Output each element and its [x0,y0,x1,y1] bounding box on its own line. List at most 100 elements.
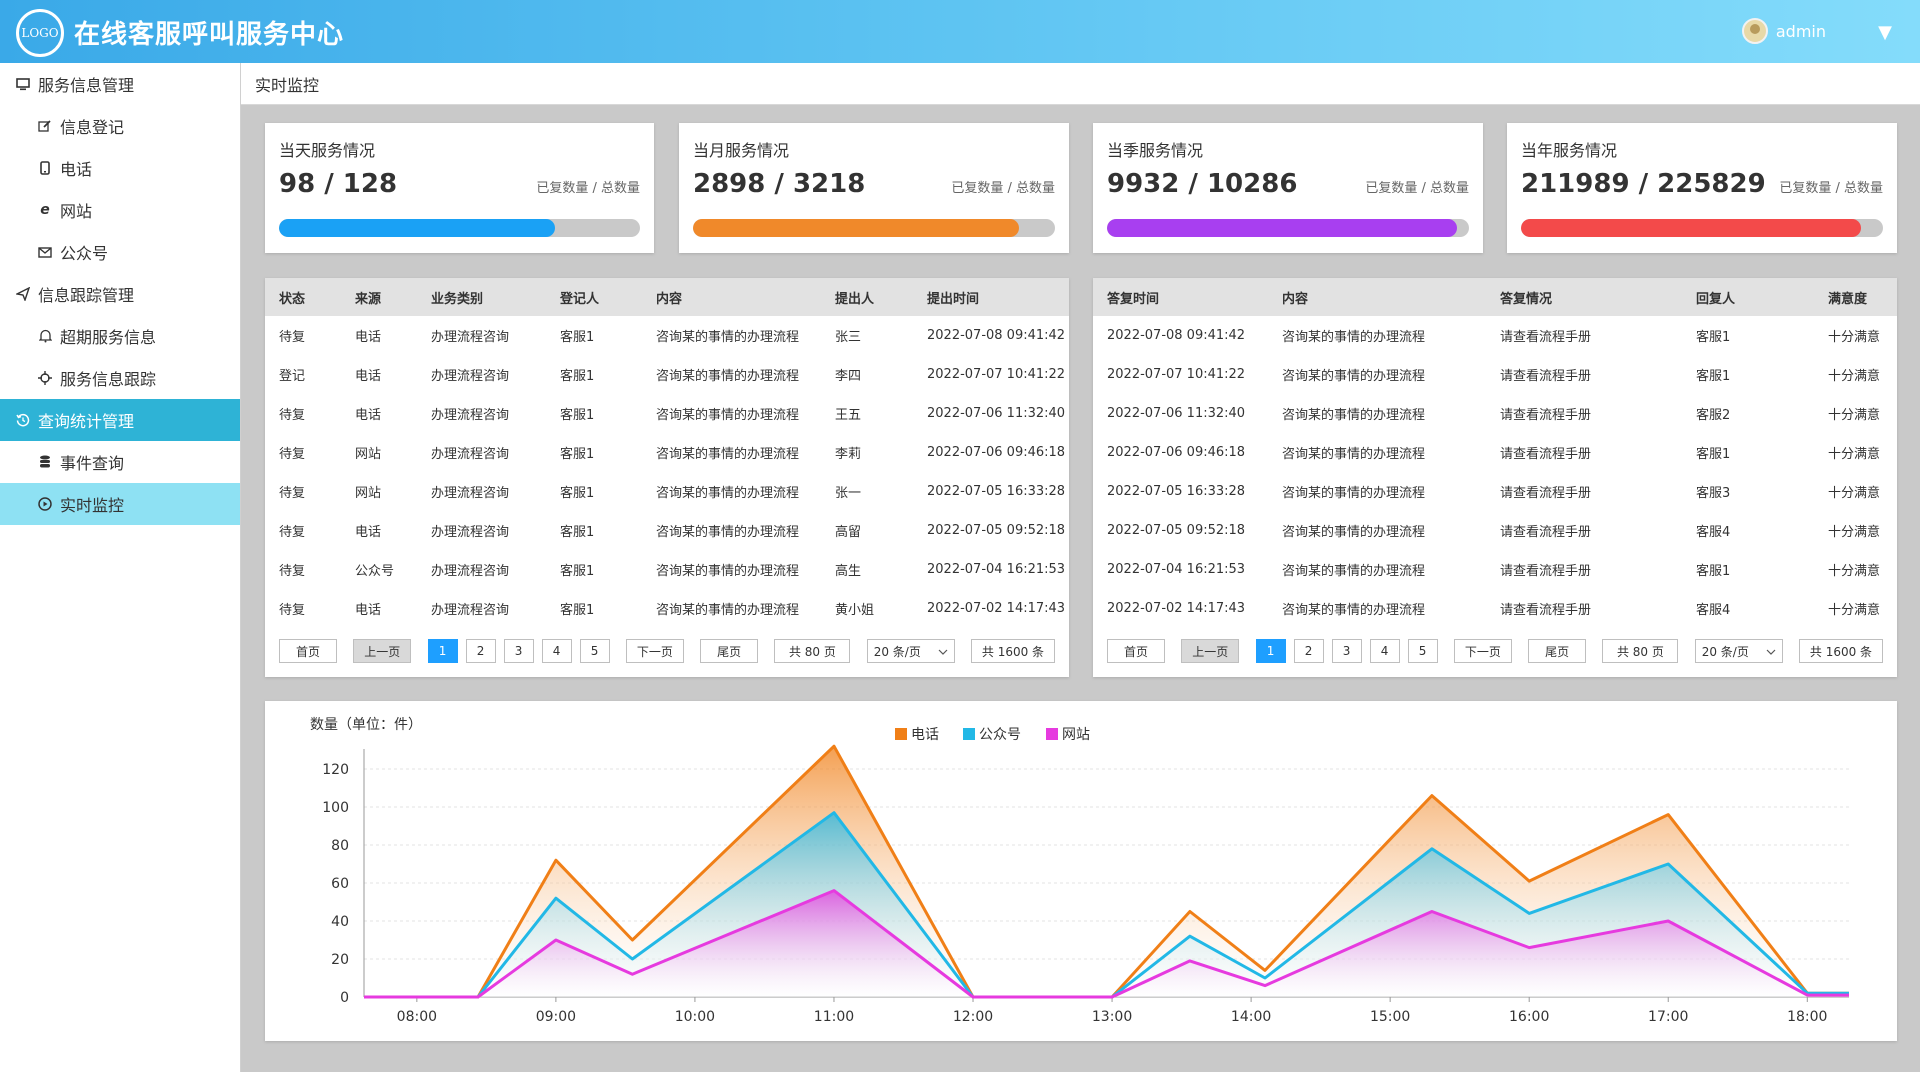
sidebar-group-query-stats[interactable]: 查询统计管理 [0,399,240,441]
table-row[interactable]: 待复 电话 办理流程咨询 客服1 咨询某的事情的办理流程 张三 2022-07-08 09:… [265,316,1069,355]
table-cell: 客服4 [1696,603,1731,618]
sidebar-item-register[interactable]: 信息登记 [0,105,240,147]
legend-label: 电话 [911,727,939,743]
stat-card-month: 当月服务情况 2898 / 3218 已复数量 / 总数量 [679,123,1069,253]
column-header: 状态 [265,278,341,316]
sidebar-item-phone[interactable]: 电话 [0,147,240,189]
series-area-网站 [364,890,1849,997]
table-cell: 办理流程咨询 [431,330,510,345]
table-row[interactable]: 2022-07-08 09:41:42 咨询某的事情的办理流程 请查看流程手册 客服1… [1093,316,1897,355]
sidebar-item-overdue[interactable]: 超期服务信息 [0,315,240,357]
bell-icon [36,329,54,343]
stat-value: 2898 / 3218 [693,169,866,199]
stat-progress-fill [693,219,1019,237]
stat-title: 当天服务情况 [279,141,376,160]
page-number-button[interactable]: 1 [1255,639,1286,663]
total-items-label[interactable]: 共 1600 条 [1798,639,1883,663]
table-cell: 待复 [279,603,306,618]
table-cell: 电话 [355,525,382,540]
page-size-select[interactable]: 20 条/页 [866,639,955,663]
last-page-button[interactable]: 尾页 [700,639,759,663]
prev-page-button[interactable]: 上一页 [1181,639,1240,663]
table-cell: 办理流程咨询 [431,525,510,540]
service-request-table: 状态 来源 业务类别 登记人 内容 提出人 提出时间 待复 电话 办理流程咨询 客服1 咨询某的事情… [265,278,1069,628]
page-size-select[interactable]: 20 条/页 [1694,639,1783,663]
y-tick-label: 100 [322,800,349,816]
table-row[interactable]: 2022-07-06 09:46:18 咨询某的事情的办理流程 请查看流程手册 客服1… [1093,433,1897,472]
table-row[interactable]: 2022-07-02 14:17:43 咨询某的事情的办理流程 请查看流程手册 客服4… [1093,589,1897,628]
chevron-down-icon [938,644,948,658]
table-row[interactable]: 待复 电话 办理流程咨询 客服1 咨询某的事情的办理流程 王五 2022-07-06 11:… [265,394,1069,433]
table-cell: 十分满意 [1828,564,1881,579]
sidebar-item-track[interactable]: 服务信息跟踪 [0,357,240,399]
table-cell: 十分满意 [1828,525,1881,540]
table-cell: 十分满意 [1828,447,1881,462]
user-menu[interactable]: admin [1741,18,1826,44]
phone-icon [36,161,54,175]
sidebar-item-official-account[interactable]: 公众号 [0,231,240,273]
page-number-button[interactable]: 5 [579,639,610,663]
table-cell: 请查看流程手册 [1500,486,1592,501]
chevron-down-icon[interactable]: ▼ [1878,22,1892,43]
first-page-button[interactable]: 首页 [279,639,337,663]
page-number-button[interactable]: 4 [1369,639,1400,663]
last-page-button[interactable]: 尾页 [1528,639,1587,663]
table-cell: 待复 [279,408,306,423]
sidebar-item-website[interactable]: e 网站 [0,189,240,231]
table-row[interactable]: 待复 网站 办理流程咨询 客服1 咨询某的事情的办理流程 李莉 2022-07-06 09:… [265,433,1069,472]
table-cell: 2022-07-06 09:46:18 [927,445,1066,460]
next-page-button[interactable]: 下一页 [1453,639,1512,663]
table-cell: 电话 [355,603,382,618]
table-row[interactable]: 待复 公众号 办理流程咨询 客服1 咨询某的事情的办理流程 高生 2022-07-04 16… [265,550,1069,589]
table-cell: 十分满意 [1828,408,1881,423]
prev-page-button[interactable]: 上一页 [353,639,412,663]
y-tick-label: 0 [340,990,349,1006]
table-cell: 咨询某的事情的办理流程 [1282,447,1426,462]
page-number-button[interactable]: 4 [541,639,572,663]
first-page-button[interactable]: 首页 [1107,639,1165,663]
page-number-button[interactable]: 3 [1331,639,1362,663]
next-page-button[interactable]: 下一页 [625,639,684,663]
edit-icon [36,119,54,133]
table-cell: 咨询某的事情的办理流程 [656,330,800,345]
page-number-button[interactable]: 1 [427,639,458,663]
sidebar-item-label: 电话 [60,160,93,179]
sidebar-item-label: 公众号 [60,244,109,263]
table-row[interactable]: 登记 电话 办理流程咨询 客服1 咨询某的事情的办理流程 李四 2022-07-07 10:… [265,355,1069,394]
page-number-button[interactable]: 3 [503,639,534,663]
table-header-row: 答复时间 内容 答复情况 回复人 满意度 [1093,278,1897,316]
stat-note: 已复数量 / 总数量 [536,181,640,196]
table-cell: 2022-07-05 09:52:18 [1107,523,1246,538]
table-header-row: 状态 来源 业务类别 登记人 内容 提出人 提出时间 [265,278,1069,316]
table-row[interactable]: 待复 网站 办理流程咨询 客服1 咨询某的事情的办理流程 张一 2022-07-05 16:… [265,472,1069,511]
username: admin [1775,21,1826,41]
page-number-button[interactable]: 5 [1407,639,1438,663]
table-row[interactable]: 2022-07-06 11:32:40 咨询某的事情的办理流程 请查看流程手册 客服2… [1093,394,1897,433]
x-tick-label: 18:00 [1787,1009,1827,1025]
sidebar-group-tracking[interactable]: 信息跟踪管理 [0,273,240,315]
table-cell: 2022-07-08 09:41:42 [1107,328,1246,343]
table-cell: 2022-07-02 14:17:43 [927,601,1066,616]
page-number-button[interactable]: 2 [465,639,496,663]
table-row[interactable]: 2022-07-07 10:41:22 咨询某的事情的办理流程 请查看流程手册 客服1… [1093,355,1897,394]
sidebar-item-realtime-monitor[interactable]: 实时监控 [0,483,240,525]
page-number-button[interactable]: 2 [1293,639,1324,663]
sidebar-group-service-info[interactable]: 服务信息管理 [0,63,240,105]
table-cell: 待复 [279,447,306,462]
total-pages-label[interactable]: 共 80 页 [774,639,851,663]
table-cell: 十分满意 [1828,330,1881,345]
total-items-label[interactable]: 共 1600 条 [970,639,1055,663]
table-row[interactable]: 待复 电话 办理流程咨询 客服1 咨询某的事情的办理流程 高留 2022-07-05 09:… [265,511,1069,550]
column-header: 业务类别 [417,278,546,316]
table-row[interactable]: 2022-07-05 09:52:18 咨询某的事情的办理流程 请查看流程手册 客服4… [1093,511,1897,550]
table-cell: 2022-07-06 11:32:40 [1107,406,1246,421]
table-row[interactable]: 2022-07-05 16:33:28 咨询某的事情的办理流程 请查看流程手册 客服3… [1093,472,1897,511]
page-size-value: 20 条/页 [873,644,921,659]
stat-progress-fill [1107,219,1457,237]
table-row[interactable]: 2022-07-04 16:21:53 咨询某的事情的办理流程 请查看流程手册 客服1… [1093,550,1897,589]
table-row[interactable]: 待复 电话 办理流程咨询 客服1 咨询某的事情的办理流程 黄小姐 2022-07-02 14… [265,589,1069,628]
sidebar-item-event-query[interactable]: 事件查询 [0,441,240,483]
table-cell: 咨询某的事情的办理流程 [656,369,800,384]
total-pages-label[interactable]: 共 80 页 [1602,639,1679,663]
